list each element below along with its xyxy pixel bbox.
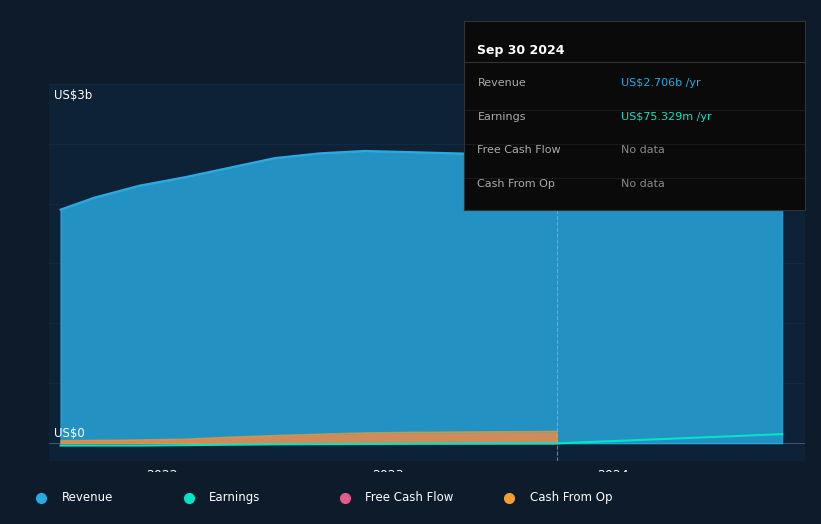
Text: US$2.706b /yr: US$2.706b /yr	[621, 78, 700, 88]
Text: Revenue: Revenue	[62, 492, 113, 504]
Text: US$0: US$0	[53, 427, 85, 440]
Text: Cash From Op: Cash From Op	[478, 179, 555, 189]
Text: No data: No data	[621, 179, 664, 189]
Text: Earnings: Earnings	[478, 112, 526, 122]
Text: Cash From Op: Cash From Op	[530, 492, 612, 504]
Text: US$3b: US$3b	[53, 89, 92, 102]
Text: Free Cash Flow: Free Cash Flow	[478, 146, 561, 156]
Text: Earnings: Earnings	[209, 492, 261, 504]
Text: US$75.329m /yr: US$75.329m /yr	[621, 112, 711, 122]
Text: Past: Past	[779, 98, 802, 108]
Text: No data: No data	[621, 146, 664, 156]
Text: Sep 30 2024: Sep 30 2024	[478, 43, 565, 57]
Text: Revenue: Revenue	[478, 78, 526, 88]
Text: Free Cash Flow: Free Cash Flow	[365, 492, 454, 504]
